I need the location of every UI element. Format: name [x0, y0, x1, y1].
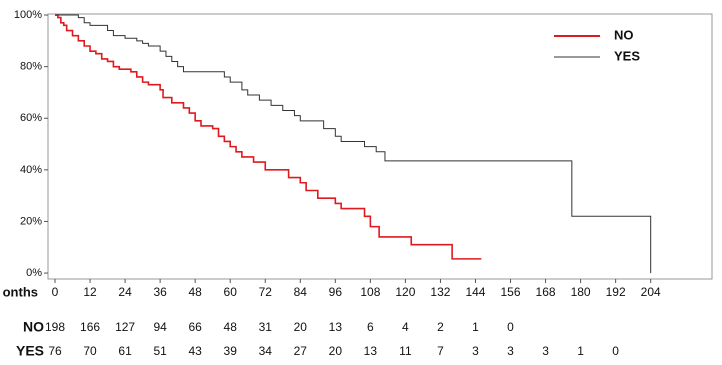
x-tick-label: 36 [153, 285, 167, 299]
risk-count: 4 [402, 320, 409, 334]
risk-count: 198 [45, 320, 65, 334]
risk-count: 0 [507, 320, 514, 334]
risk-count: 1 [577, 344, 584, 358]
risk-count: 11 [399, 344, 412, 358]
risk-count: 31 [259, 320, 273, 334]
risk-count: 13 [364, 344, 378, 358]
plot-frame [47, 13, 713, 280]
risk-count: 94 [153, 320, 167, 334]
x-axis-label: onths [3, 284, 38, 299]
x-tick-label: 204 [641, 285, 661, 299]
risk-row-label: NO [23, 319, 44, 335]
risk-count: 3 [472, 344, 479, 358]
x-tick-label: 144 [465, 285, 485, 299]
x-tick-label: 0 [52, 285, 59, 299]
x-tick-label: 48 [188, 285, 202, 299]
risk-row-label: YES [16, 343, 44, 359]
risk-count: 7 [437, 344, 444, 358]
risk-count: 166 [80, 320, 100, 334]
risk-count: 66 [188, 320, 202, 334]
risk-count: 34 [259, 344, 273, 358]
y-tick-label: 100% [14, 9, 42, 21]
legend-label: YES [614, 48, 640, 63]
risk-count: 1 [472, 320, 479, 334]
risk-count: 20 [329, 344, 343, 358]
x-tick-label: 156 [501, 285, 521, 299]
x-tick-label: 96 [329, 285, 343, 299]
risk-count: 27 [294, 344, 308, 358]
survival-curve [55, 14, 482, 260]
risk-count: 2 [437, 320, 444, 334]
risk-count: 76 [48, 344, 62, 358]
legend-label: NO [614, 27, 634, 42]
risk-count: 3 [542, 344, 549, 358]
y-tick-label: 40% [20, 164, 42, 176]
x-tick-label: 168 [536, 285, 556, 299]
risk-count: 70 [83, 344, 97, 358]
x-tick-label: 132 [430, 285, 450, 299]
y-tick-label: 60% [20, 112, 42, 124]
y-tick-label: 0% [26, 267, 42, 279]
x-tick-label: 72 [259, 285, 273, 299]
risk-count: 61 [118, 344, 132, 358]
risk-count: 13 [329, 320, 343, 334]
x-tick-label: 24 [118, 285, 132, 299]
risk-count: 48 [224, 320, 238, 334]
risk-count: 51 [153, 344, 167, 358]
risk-count: 39 [224, 344, 238, 358]
x-tick-label: 120 [395, 285, 415, 299]
risk-count: 6 [367, 320, 374, 334]
y-tick-label: 80% [20, 61, 42, 73]
risk-count: 3 [507, 344, 514, 358]
x-tick-label: 192 [606, 285, 626, 299]
y-tick-label: 20% [20, 215, 42, 227]
risk-count: 0 [612, 344, 619, 358]
x-tick-label: 180 [571, 285, 591, 299]
x-tick-label: 84 [294, 285, 308, 299]
risk-count: 20 [294, 320, 308, 334]
risk-count: 43 [188, 344, 202, 358]
x-tick-label: 60 [224, 285, 238, 299]
x-tick-label: 12 [83, 285, 97, 299]
x-tick-label: 108 [360, 285, 380, 299]
survival-curve [55, 14, 652, 274]
risk-count: 127 [115, 320, 135, 334]
